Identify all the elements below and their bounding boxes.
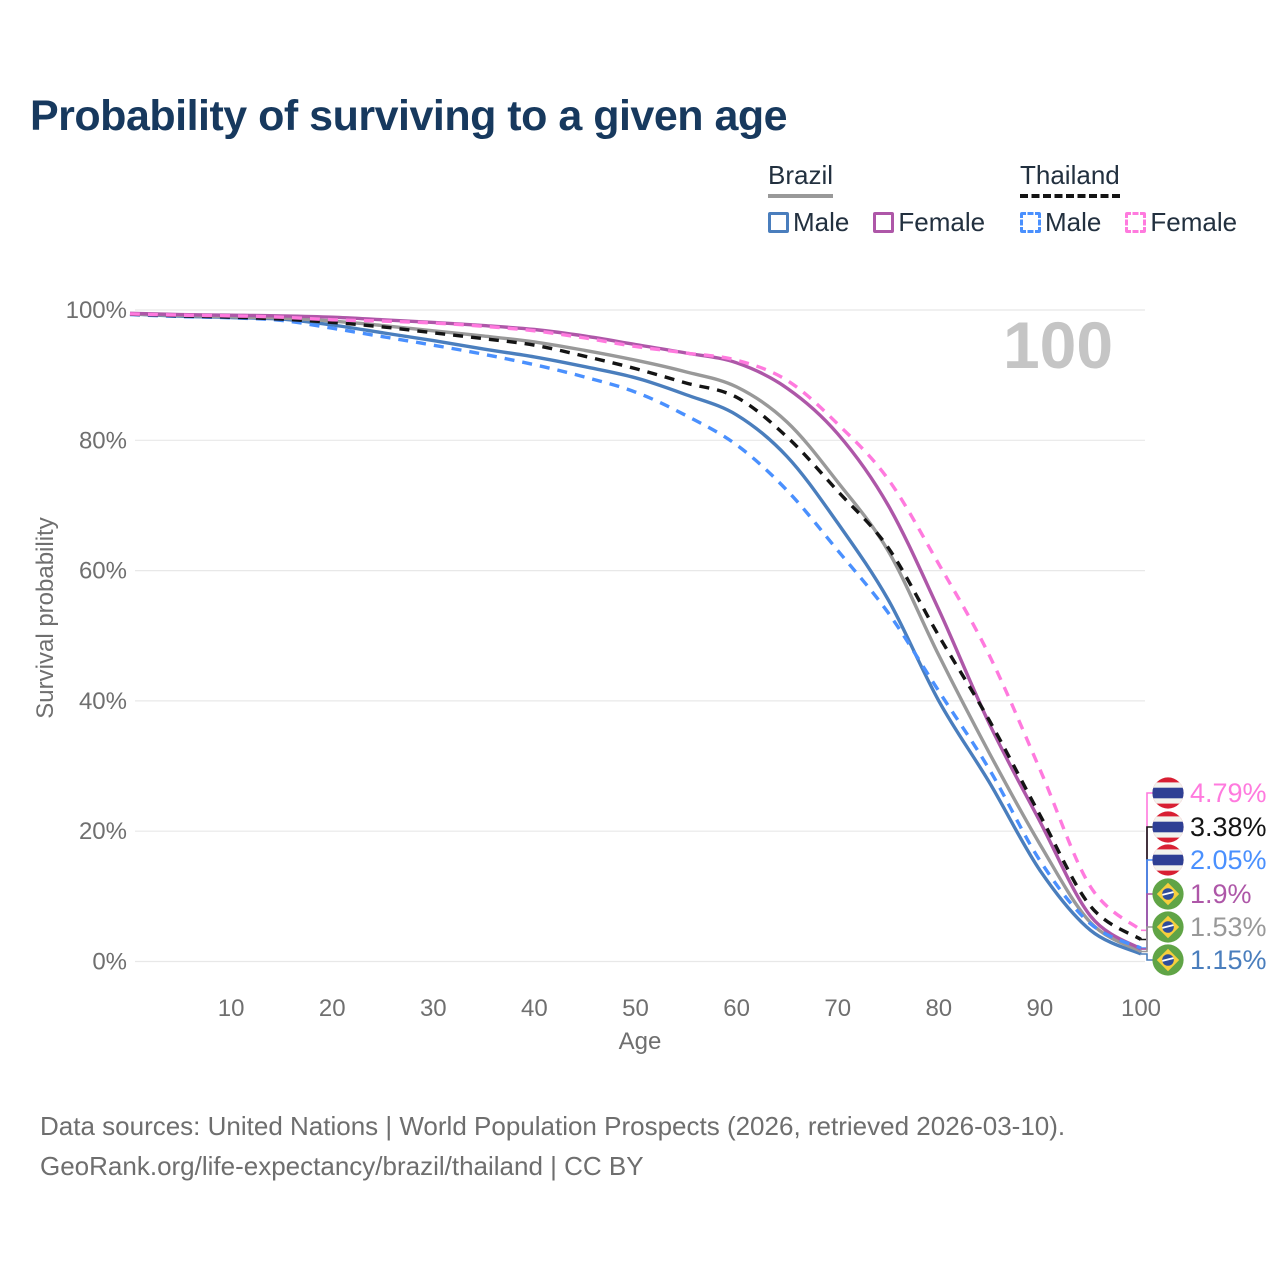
svg-text:10: 10 — [218, 995, 245, 1022]
end-connector-brazil-both — [1141, 926, 1153, 953]
curve-thailand-male — [129, 312, 1142, 950]
x-axis-title: Age — [618, 1028, 662, 1055]
svg-text:70: 70 — [824, 995, 851, 1022]
thailand-male-swatch-icon — [1020, 212, 1041, 233]
brazil-flag-icon — [1152, 878, 1184, 910]
end-value: 1.15% — [1190, 944, 1267, 975]
thailand-female-swatch-icon — [1125, 212, 1147, 233]
end-value: 2.05% — [1190, 844, 1267, 875]
svg-text:100: 100 — [1121, 995, 1161, 1022]
brazil-flag-icon — [1152, 911, 1184, 943]
end-connector-brazil-male — [1141, 953, 1153, 961]
end-value: 3.38% — [1190, 811, 1267, 842]
svg-text:20%: 20% — [79, 818, 127, 845]
svg-text:50: 50 — [622, 995, 649, 1022]
end-label-thailand-female: 4.79% — [1152, 777, 1267, 809]
svg-text:80%: 80% — [79, 427, 127, 454]
end-label-brazil-both: 1.53% — [1152, 911, 1267, 943]
curve-thailand-female — [129, 312, 1143, 932]
legend-group-title-thailand: Thailand — [1020, 160, 1120, 198]
curve-thailand-both — [129, 312, 1142, 941]
legend-item-brazil-female[interactable]: Female — [873, 207, 985, 238]
end-value: 1.9% — [1190, 878, 1252, 909]
svg-text:80: 80 — [925, 995, 952, 1022]
legend-item-thailand-female[interactable]: Female — [1125, 207, 1237, 238]
footer-line-2: GeoRank.org/life-expectancy/brazil/thail… — [40, 1151, 644, 1181]
brazil-flag-icon — [1152, 944, 1184, 976]
curve-brazil-female — [129, 311, 1142, 951]
end-value: 1.53% — [1190, 911, 1267, 942]
legend-item-label: Male — [793, 207, 850, 237]
footer-line-1: Data sources: United Nations | World Pop… — [40, 1111, 1066, 1141]
thailand-flag-icon — [1152, 811, 1184, 843]
end-label-brazil-female: 1.9% — [1152, 878, 1252, 910]
page-title: Probability of surviving to a given age — [30, 92, 788, 140]
y-axis-title: Survival probability — [32, 517, 59, 719]
legend-item-thailand-male[interactable]: Male — [1020, 207, 1101, 238]
svg-text:20: 20 — [319, 995, 346, 1022]
legend-item-label: Female — [1150, 207, 1238, 237]
svg-text:40%: 40% — [79, 688, 127, 715]
data-source-footer: Data sources: United Nations | World Pop… — [40, 1106, 1065, 1186]
brazil-male-swatch-icon — [768, 212, 789, 233]
curve-brazil-both — [129, 312, 1142, 954]
legend: Brazil Male Female Thailand Male — [0, 160, 1280, 250]
end-label-brazil-male: 1.15% — [1152, 944, 1267, 976]
end-value: 4.79% — [1190, 777, 1267, 808]
legend-item-label: Male — [1045, 207, 1102, 237]
brazil-female-swatch-icon — [873, 212, 895, 233]
curve-brazil-male — [129, 312, 1142, 956]
end-connector-brazil-female — [1141, 893, 1153, 950]
end-label-thailand-both: 3.38% — [1152, 811, 1267, 843]
svg-text:40: 40 — [521, 995, 548, 1022]
legend-item-brazil-male[interactable]: Male — [768, 207, 849, 238]
legend-group-thailand: Thailand Male Female — [1020, 160, 1237, 238]
legend-group-brazil: Brazil Male Female — [768, 160, 985, 238]
thailand-flag-icon — [1152, 844, 1184, 876]
svg-text:60: 60 — [723, 995, 750, 1022]
svg-text:30: 30 — [420, 995, 447, 1022]
svg-text:60%: 60% — [79, 558, 127, 585]
svg-text:0%: 0% — [92, 949, 127, 976]
thailand-flag-icon — [1152, 777, 1184, 809]
end-label-thailand-male: 2.05% — [1152, 844, 1267, 876]
svg-text:90: 90 — [1027, 995, 1054, 1022]
legend-group-title-brazil: Brazil — [768, 160, 834, 198]
legend-item-label: Female — [898, 207, 986, 237]
watermark-100: 100 — [1003, 308, 1113, 382]
svg-text:100%: 100% — [66, 297, 127, 324]
